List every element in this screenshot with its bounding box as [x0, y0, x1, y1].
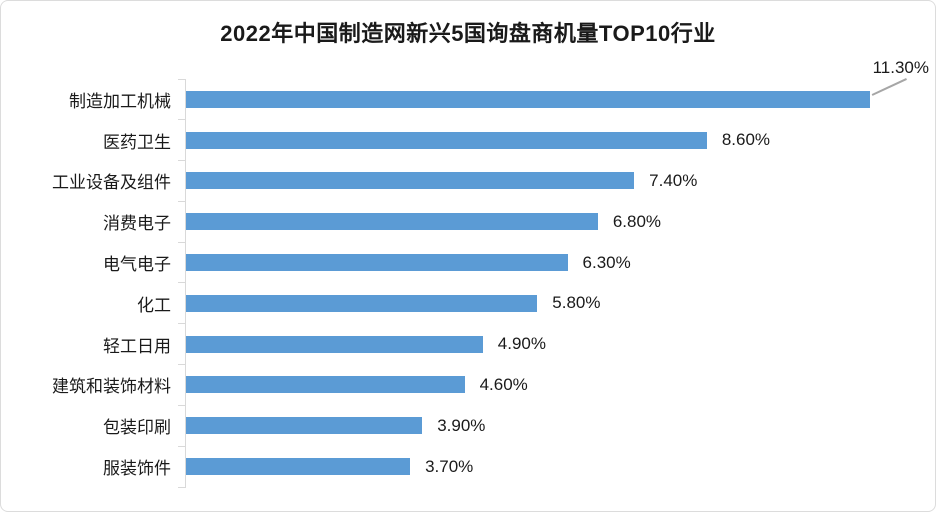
value-label: 11.30%: [872, 58, 929, 77]
plot-area: 制造加工机械 11.30% 医药卫生 8.60% 工业设备及组件 7.40% 消费电子 6.8…: [1, 58, 935, 488]
bar: [186, 77, 908, 108]
category-label: 建筑和装饰材料: [52, 377, 171, 397]
value-label: 4.60%: [479, 374, 528, 394]
value-label: 5.80%: [552, 293, 601, 313]
bar: [186, 376, 465, 394]
chart-row: 工业设备及组件 7.40%: [1, 160, 935, 202]
chart-row: 建筑和装饰材料 4.60%: [1, 364, 935, 406]
chart-row: 轻工日用 4.90%: [1, 323, 935, 365]
bar-area: 7.40%: [178, 160, 935, 202]
leader-line: [872, 77, 908, 96]
value-label: 4.90%: [497, 334, 546, 354]
value-label: 8.60%: [721, 130, 771, 150]
category-label: 化工: [137, 295, 171, 315]
bar: [186, 213, 598, 231]
chart-title: 2022年中国制造网新兴5国询盘商机量TOP10行业: [220, 21, 716, 46]
chart-row: 化工 5.80%: [1, 282, 935, 324]
chart-row: 医药卫生 8.60%: [1, 119, 935, 161]
value-label: 6.30%: [582, 252, 631, 272]
chart-row: 制造加工机械 11.30%: [1, 58, 935, 120]
category-label: 包装印刷: [103, 418, 171, 438]
chart-row: 服装饰件 3.70%: [1, 445, 935, 487]
bar: [186, 417, 423, 435]
bar-area: 6.80%: [178, 200, 935, 242]
category-axis-line: [185, 79, 186, 488]
value-label: 6.80%: [612, 211, 662, 231]
bar-area: 6.30%: [178, 241, 935, 283]
category-label: 工业设备及组件: [52, 173, 171, 193]
bar-area: 3.90%: [178, 404, 935, 446]
bar: [186, 335, 483, 353]
chart-row: 包装印刷 3.90%: [1, 404, 935, 446]
bar-area: 11.30%: [178, 58, 935, 120]
category-label: 医药卫生: [103, 132, 171, 152]
bar-area: 5.80%: [178, 282, 935, 324]
category-label: 轻工日用: [103, 336, 171, 356]
bar: [186, 458, 411, 476]
bar: [186, 254, 568, 272]
chart-row: 消费电子 6.80%: [1, 200, 935, 242]
category-label: 电气电子: [103, 255, 171, 275]
category-label: 服装饰件: [103, 459, 171, 479]
category-label: 消费电子: [103, 214, 171, 234]
bar: [186, 294, 538, 312]
value-label: 7.40%: [649, 170, 698, 190]
bar-area: 4.90%: [178, 323, 935, 365]
chart-row: 电气电子 6.30%: [1, 241, 935, 283]
bar: [186, 172, 635, 190]
bar-area: 4.60%: [178, 364, 935, 406]
bar-area: 3.70%: [178, 445, 935, 487]
value-label: 3.90%: [437, 415, 486, 435]
value-label: 3.70%: [425, 456, 474, 476]
category-label: 制造加工机械: [69, 91, 171, 111]
bar-rows: 制造加工机械 11.30% 医药卫生 8.60% 工业设备及组件 7.40% 消费电子 6.8…: [1, 58, 935, 488]
bar: [186, 131, 707, 149]
bar-area: 8.60%: [178, 119, 935, 161]
